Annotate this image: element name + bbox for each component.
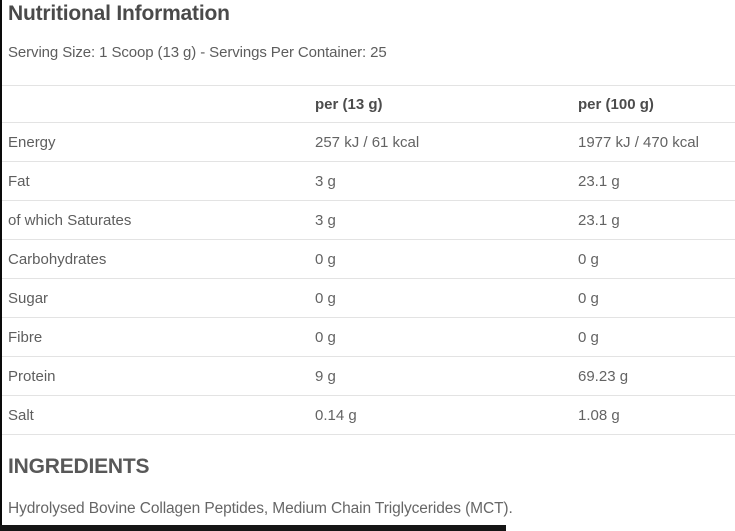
per-serving-value: 0.14 g (315, 406, 357, 424)
per-serving-value: 257 kJ / 61 kcal (315, 133, 420, 151)
bottom-edge-border (0, 525, 506, 531)
per-serving-value: 0 g (315, 289, 336, 307)
nutrient-label: Carbohydrates (8, 250, 107, 268)
per-serving-value: 0 g (315, 328, 336, 346)
per-serving-value: 0 g (315, 250, 336, 268)
table-row-fibre: Fibre 0 g 0 g (0, 318, 735, 357)
per-serving-value: 9 g (315, 367, 336, 385)
per-100g-value: 1.08 g (578, 406, 620, 424)
table-row-carbohydrates: Carbohydrates 0 g 0 g (0, 240, 735, 279)
left-edge-border (0, 0, 2, 531)
nutrient-label: Fat (8, 172, 30, 190)
per-100g-value: 69.23 g (578, 367, 629, 385)
table-row-salt: Salt 0.14 g 1.08 g (0, 396, 735, 435)
table-row-protein: Protein 9 g 69.23 g (0, 357, 735, 396)
header-per-serving-cell: per (13 g) (315, 95, 383, 113)
nutrient-label: Sugar (8, 289, 49, 307)
per-serving-value: 3 g (315, 211, 336, 229)
nutrient-label: Protein (8, 367, 56, 385)
per-100g-value: 1977 kJ / 470 kcal (578, 133, 699, 151)
per-100g-value: 0 g (578, 328, 599, 346)
table-row-fat: Fat 3 g 23.1 g (0, 162, 735, 201)
nutrient-label: Energy (8, 133, 56, 151)
table-row-energy: Energy 257 kJ / 61 kcal 1977 kJ / 470 kc… (0, 123, 735, 162)
page-title: Nutritional Information (8, 2, 230, 25)
per-100g-value: 23.1 g (578, 172, 620, 190)
serving-size-info: Serving Size: 1 Scoop (13 g) - Servings … (8, 44, 387, 61)
per-100g-value: 23.1 g (578, 211, 620, 229)
nutrition-table: per (13 g) per (100 g) Energy 257 kJ / 6… (0, 85, 735, 435)
table-header-row: per (13 g) per (100 g) (0, 86, 735, 123)
per-serving-value: 3 g (315, 172, 336, 190)
header-per-100g-cell: per (100 g) (578, 95, 654, 113)
table-row-saturates: of which Saturates 3 g 23.1 g (0, 201, 735, 240)
ingredients-text: Hydrolysed Bovine Collagen Peptides, Med… (8, 500, 513, 517)
table-row-sugar: Sugar 0 g 0 g (0, 279, 735, 318)
ingredients-heading: INGREDIENTS (8, 455, 150, 478)
nutrient-label: of which Saturates (8, 211, 132, 229)
per-100g-value: 0 g (578, 250, 599, 268)
per-100g-value: 0 g (578, 289, 599, 307)
nutrient-label: Fibre (8, 328, 43, 346)
nutrient-label: Salt (8, 406, 34, 424)
